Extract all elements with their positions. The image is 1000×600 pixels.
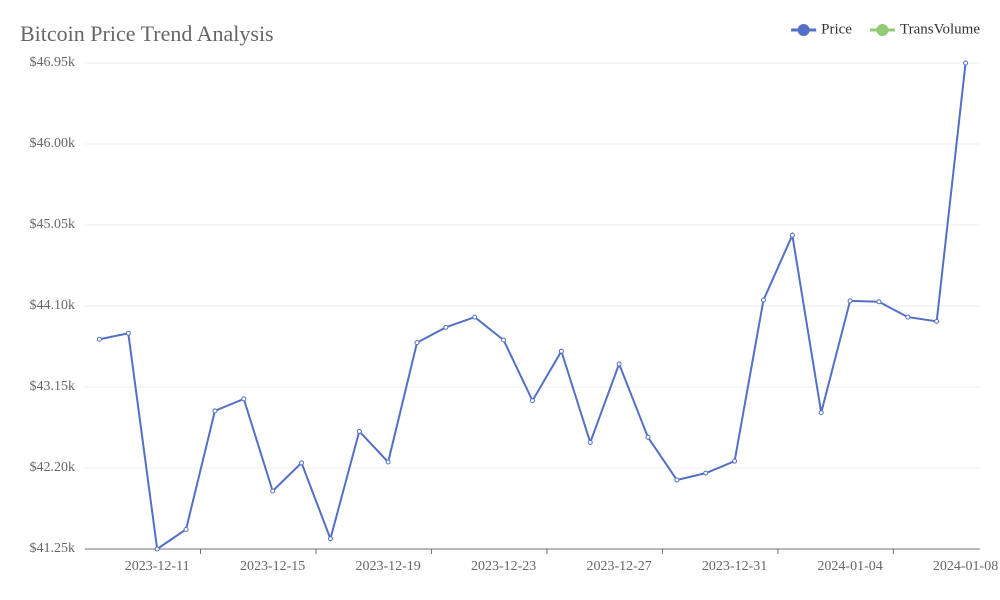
point <box>125 330 131 336</box>
x-tick-label: 2024-01-08 <box>933 559 998 574</box>
point <box>154 546 160 552</box>
point <box>847 298 853 304</box>
point <box>414 340 420 346</box>
point <box>905 314 911 320</box>
point <box>587 439 593 445</box>
x-tick-label: 2023-12-31 <box>702 559 767 574</box>
point <box>472 314 478 320</box>
y-tick-label: $46.95k <box>30 55 76 70</box>
point <box>530 398 535 404</box>
point <box>963 60 969 66</box>
point <box>241 396 247 402</box>
point <box>818 410 824 416</box>
y-tick-label: $42.20k <box>30 460 76 475</box>
x-tick-label: 2024-01-04 <box>817 559 882 574</box>
point <box>327 536 333 542</box>
point <box>212 408 218 414</box>
legend-label: TransVolume <box>900 21 980 37</box>
point <box>645 434 651 440</box>
point <box>760 297 766 303</box>
legend-swatch <box>797 24 810 36</box>
point <box>96 336 102 342</box>
point <box>558 348 564 354</box>
y-tick-label: $46.00k <box>30 136 76 151</box>
point <box>385 459 391 465</box>
point <box>616 361 622 367</box>
chart-title: Bitcoin Price Trend Analysis <box>20 21 274 46</box>
point <box>270 488 276 494</box>
point <box>299 460 305 466</box>
y-tick-label: $45.05k <box>30 217 76 232</box>
x-tick-label: 2023-12-27 <box>586 559 651 574</box>
y-tick-label: $41.25k <box>30 541 76 556</box>
legend-swatch <box>876 24 889 36</box>
x-tick-label: 2023-12-11 <box>125 559 190 574</box>
x-tick-label: 2023-12-23 <box>471 559 536 574</box>
point <box>183 526 189 532</box>
point <box>876 299 882 305</box>
point <box>443 324 449 330</box>
x-tick-label: 2023-12-15 <box>240 559 305 574</box>
y-tick-label: $44.10k <box>30 298 76 313</box>
point <box>934 318 940 324</box>
point <box>501 337 507 343</box>
legend-label: Price <box>821 21 852 37</box>
point <box>732 458 738 464</box>
point <box>356 428 362 434</box>
point <box>674 477 680 483</box>
x-tick-label: 2023-12-19 <box>355 559 420 574</box>
point <box>703 470 709 476</box>
point <box>789 232 795 238</box>
y-tick-label: $43.15k <box>30 379 76 394</box>
